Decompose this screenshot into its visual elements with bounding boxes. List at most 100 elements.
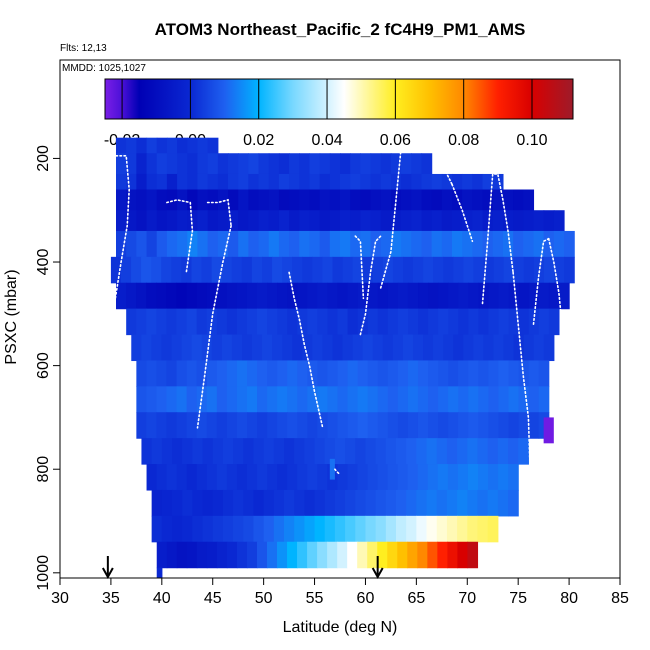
heatmap-cell xyxy=(297,412,308,439)
heatmap-cell xyxy=(528,360,540,387)
heatmap-cell xyxy=(273,515,285,543)
heatmap-cell xyxy=(370,173,382,191)
heatmap-cell xyxy=(483,256,495,284)
heatmap-cell xyxy=(116,230,127,258)
heatmap-cell xyxy=(126,210,137,232)
heatmap-cell xyxy=(176,282,188,310)
heatmap-cell xyxy=(392,256,404,284)
heatmap-cell xyxy=(347,360,359,387)
heatmap-cell xyxy=(187,230,199,258)
heatmap-cell xyxy=(493,256,505,284)
heatmap-cell xyxy=(380,153,392,175)
heatmap-cell xyxy=(297,282,308,310)
heatmap-cell xyxy=(257,360,268,387)
heatmap-cell xyxy=(508,489,519,517)
heatmap-cell xyxy=(273,438,285,465)
heatmap-cell xyxy=(483,334,495,362)
heatmap-cell xyxy=(407,282,419,310)
x-tick-label: 30 xyxy=(51,590,69,607)
heatmap-cell xyxy=(131,256,142,284)
heatmap-cell xyxy=(387,308,399,336)
heatmap-cell xyxy=(182,489,193,517)
heatmap-cell xyxy=(411,210,423,232)
y-axis-label: PSXC (mbar) xyxy=(3,269,20,364)
heatmap-cell xyxy=(431,230,443,258)
heatmap-cell xyxy=(299,210,311,232)
heatmap-cell xyxy=(452,210,463,232)
heatmap-cell xyxy=(299,173,311,191)
heatmap-cell xyxy=(217,210,229,232)
heatmap-cell xyxy=(423,256,434,284)
heatmap-cell xyxy=(472,210,484,232)
heatmap-cell xyxy=(196,282,208,310)
heatmap-cell xyxy=(538,386,550,413)
heatmap-cell xyxy=(502,210,514,232)
heatmap-cell xyxy=(317,360,329,387)
heatmap-cell xyxy=(287,412,298,439)
heatmap-cell xyxy=(177,210,188,232)
heatmap-cell xyxy=(156,567,163,578)
heatmap-cell xyxy=(337,308,349,336)
heatmap-cell xyxy=(365,438,377,465)
heatmap-cell xyxy=(428,282,439,310)
heatmap-cell xyxy=(317,541,328,569)
heatmap-cell xyxy=(457,541,469,569)
heatmap-cell xyxy=(136,282,147,310)
heatmap-cell xyxy=(397,360,409,387)
heatmap-cell xyxy=(322,256,334,284)
heatmap-cell xyxy=(407,412,419,439)
heatmap-cell xyxy=(406,438,417,465)
flights-label: Flts: 12,13 xyxy=(60,43,107,54)
heatmap-cell xyxy=(377,464,389,491)
heatmap-cell xyxy=(448,282,459,310)
heatmap-cell xyxy=(377,360,389,387)
heatmap-cell xyxy=(462,210,473,232)
heatmap-cell xyxy=(421,230,433,258)
heatmap-cell xyxy=(297,541,308,569)
heatmap-cell xyxy=(166,282,178,310)
heatmap-cell xyxy=(236,464,248,491)
heatmap-cell xyxy=(322,334,334,362)
heatmap-cell xyxy=(324,515,336,543)
heatmap-cell xyxy=(329,173,341,191)
heatmap-cell xyxy=(216,282,228,310)
heatmap-cell xyxy=(418,282,429,310)
heatmap-cell xyxy=(390,173,402,191)
heatmap-cell xyxy=(329,153,341,175)
heatmap-cell xyxy=(217,173,229,191)
heatmap-cell xyxy=(543,256,555,284)
heatmap-cell xyxy=(216,541,228,569)
heatmap-cell xyxy=(156,282,167,310)
heatmap-cell xyxy=(523,210,535,232)
heatmap-cell xyxy=(482,210,494,232)
heatmap-cell xyxy=(246,282,258,310)
heatmap-cell xyxy=(177,173,188,191)
heatmap-cell xyxy=(289,230,300,258)
heatmap-cell xyxy=(423,334,434,362)
heatmap-cell xyxy=(387,541,398,569)
heatmap-cell xyxy=(472,173,484,191)
heatmap-cell xyxy=(401,210,412,232)
heatmap-cell xyxy=(212,489,224,517)
x-tick-label: 40 xyxy=(153,590,171,607)
heatmap-cell xyxy=(337,541,348,569)
heatmap-cell xyxy=(161,438,173,465)
heatmap-cell xyxy=(523,334,535,362)
heatmap-cell xyxy=(251,256,263,284)
heatmap-cell xyxy=(268,153,280,175)
heatmap-cell xyxy=(166,137,178,154)
heatmap-cell xyxy=(438,412,449,439)
heatmap-cell xyxy=(564,256,575,284)
heatmap-cell xyxy=(136,137,148,154)
flight-track xyxy=(481,173,514,305)
heatmap-cell xyxy=(397,464,409,491)
heatmap-cell xyxy=(197,137,209,154)
heatmap-cell xyxy=(329,210,341,232)
heatmap-cell xyxy=(309,153,321,175)
heatmap-cell xyxy=(294,489,305,517)
heatmap-cell xyxy=(426,438,438,465)
heatmap-cell xyxy=(457,489,468,517)
heatmap-cell xyxy=(401,189,412,211)
heatmap-cell xyxy=(248,230,260,258)
heatmap-cell xyxy=(324,489,336,517)
